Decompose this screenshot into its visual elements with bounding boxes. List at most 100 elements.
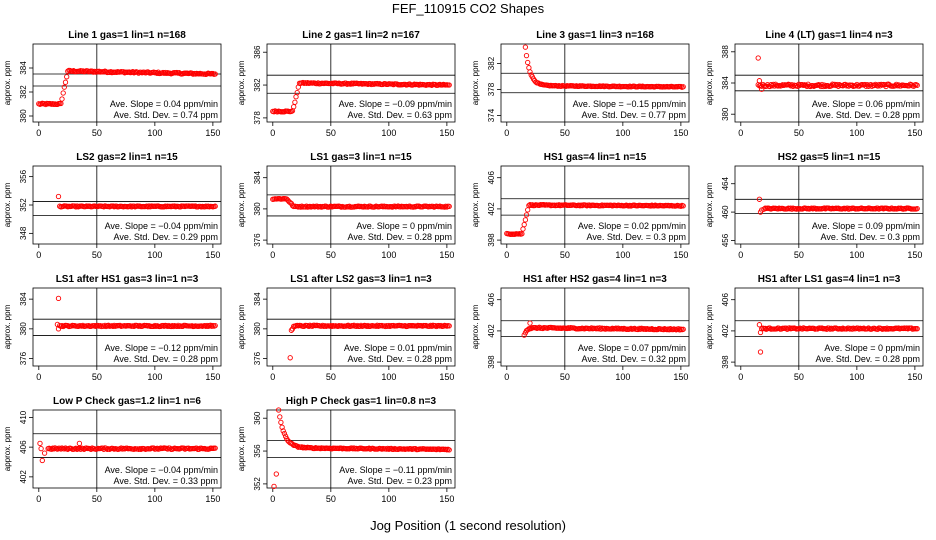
x-tick-label: 100 <box>849 372 864 382</box>
std-dev-annotation: Ave. Std. Dev. = 0.28 ppm <box>348 232 452 242</box>
x-tick-label: 100 <box>615 372 630 382</box>
chart-title: LS1 after HS1 gas=3 lin=1 n=3 <box>56 274 199 285</box>
y-tick-label: 356 <box>253 444 262 458</box>
data-point <box>61 84 67 90</box>
slope-annotation: Ave. Slope = 0 ppm/min <box>824 343 920 353</box>
x-tick-label: 0 <box>270 128 275 138</box>
chart-title: Line 1 gas=1 lin=1 n=168 <box>68 30 186 41</box>
data-points <box>756 322 920 355</box>
chart-panel: Low P Check gas=1.2 lin=1 n=6 approx. ppm… <box>3 396 222 504</box>
x-tick-label: 50 <box>794 250 804 260</box>
chart-title: LS2 gas=2 lin=1 n=15 <box>76 152 178 163</box>
data-point <box>55 295 62 302</box>
chart-title: Line 2 gas=1 lin=2 n=167 <box>302 30 420 41</box>
x-tick-label: 150 <box>673 128 688 138</box>
y-tick-label: 380 <box>253 202 262 216</box>
x-tick-label: 150 <box>439 128 454 138</box>
chart-panel: High P Check gas=1 lin=0.8 n=3 approx. pp… <box>237 396 456 504</box>
chart-title: LS1 after LS2 gas=3 lin=1 n=3 <box>290 274 432 285</box>
slope-annotation: Ave. Slope = −0.09 ppm/min <box>339 99 452 109</box>
plot-frame <box>500 287 690 367</box>
data-point <box>914 205 920 212</box>
y-tick-label: 464 <box>721 177 730 191</box>
data-point <box>680 326 686 332</box>
data-point <box>287 355 293 361</box>
data-point <box>680 84 686 90</box>
slope-annotation: Ave. Slope = −0.04 ppm/min <box>105 221 218 231</box>
data-point <box>446 82 452 88</box>
x-tick-label: 150 <box>673 250 688 260</box>
std-dev-annotation: Ave. Std. Dev. = 0.28 ppm <box>816 354 920 364</box>
data-points <box>755 55 920 92</box>
x-tick-label: 150 <box>439 494 454 504</box>
x-tick-label: 150 <box>205 250 220 260</box>
y-tick-label: 380 <box>19 322 28 336</box>
std-dev-annotation: Ave. Std. Dev. = 0.29 ppm <box>114 232 218 242</box>
slope-annotation: Ave. Slope = −0.11 ppm/min <box>339 465 452 475</box>
x-tick-label: 100 <box>147 494 162 504</box>
data-points <box>54 295 218 332</box>
y-tick-label: 378 <box>253 111 262 125</box>
plot-frame <box>266 43 456 123</box>
data-point <box>757 349 764 355</box>
slope-annotation: Ave. Slope = 0 ppm/min <box>356 221 452 231</box>
x-tick-label: 50 <box>326 372 336 382</box>
std-dev-annotation: Ave. Std. Dev. = 0.3 ppm <box>821 232 920 242</box>
chart-panel: Line 3 gas=1 lin=3 n=168 approx. ppm 374 37… <box>471 30 690 138</box>
data-point <box>519 231 525 237</box>
y-tick-label: 406 <box>487 170 496 184</box>
x-tick-label: 0 <box>504 128 509 138</box>
chart-panel: Line 2 gas=1 lin=2 n=167 approx. ppm 378 38… <box>237 30 456 138</box>
data-point <box>99 445 106 451</box>
chart-panel: LS1 after HS1 gas=3 lin=1 n=3 approx. ppm… <box>3 274 222 382</box>
y-axis-label: approx. ppm <box>237 304 246 349</box>
chart-panel: HS1 gas=4 lin=1 n=15 approx. ppm 398 402 406… <box>471 152 690 260</box>
data-point <box>73 445 79 451</box>
chart-panel: HS1 after HS2 gas=4 lin=1 n=3 approx. ppm… <box>471 274 690 382</box>
data-point <box>62 79 69 85</box>
x-tick-label: 0 <box>36 372 41 382</box>
data-point <box>291 104 297 110</box>
slope-annotation: Ave. Slope = 0.01 ppm/min <box>344 343 452 353</box>
data-point <box>271 483 277 490</box>
data-point <box>680 203 686 209</box>
y-tick-label: 398 <box>487 355 496 369</box>
y-axis-label: approx. ppm <box>237 182 246 227</box>
std-dev-annotation: Ave. Std. Dev. = 0.63 ppm <box>348 110 452 120</box>
data-point <box>39 457 45 464</box>
data-point <box>635 326 641 333</box>
slope-annotation: Ave. Slope = 0.02 ppm/min <box>578 221 686 231</box>
x-tick-label: 100 <box>381 128 396 138</box>
std-dev-annotation: Ave. Std. Dev. = 0.23 ppm <box>348 476 452 486</box>
data-point <box>275 407 282 413</box>
y-tick-label: 402 <box>19 470 28 484</box>
chart-title: HS1 gas=4 lin=1 n=15 <box>544 152 647 163</box>
data-point <box>41 450 48 456</box>
y-tick-label: 406 <box>487 292 496 306</box>
x-tick-label: 0 <box>270 372 275 382</box>
x-tick-label: 50 <box>92 372 102 382</box>
y-tick-label: 402 <box>721 324 730 338</box>
data-point <box>76 440 83 447</box>
data-point <box>678 203 684 209</box>
x-tick-label: 100 <box>147 128 162 138</box>
data-point <box>37 440 43 447</box>
x-tick-label: 50 <box>326 128 336 138</box>
data-point <box>212 322 218 329</box>
std-dev-annotation: Ave. Std. Dev. = 0.28 ppm <box>114 354 218 364</box>
y-tick-label: 356 <box>19 169 28 183</box>
data-point <box>277 414 283 420</box>
x-tick-label: 150 <box>205 372 220 382</box>
plot-frame <box>32 43 222 123</box>
std-dev-annotation: Ave. Std. Dev. = 0.77 ppm <box>582 110 686 120</box>
y-axis-label: approx. ppm <box>705 60 714 105</box>
data-point <box>278 419 284 426</box>
data-point <box>523 212 530 218</box>
data-point <box>796 81 802 87</box>
data-point <box>849 326 855 332</box>
y-tick-label: 374 <box>487 108 496 122</box>
x-tick-label: 150 <box>205 494 220 504</box>
data-point <box>759 86 765 92</box>
data-point <box>446 203 452 210</box>
y-tick-label: 398 <box>721 355 730 369</box>
